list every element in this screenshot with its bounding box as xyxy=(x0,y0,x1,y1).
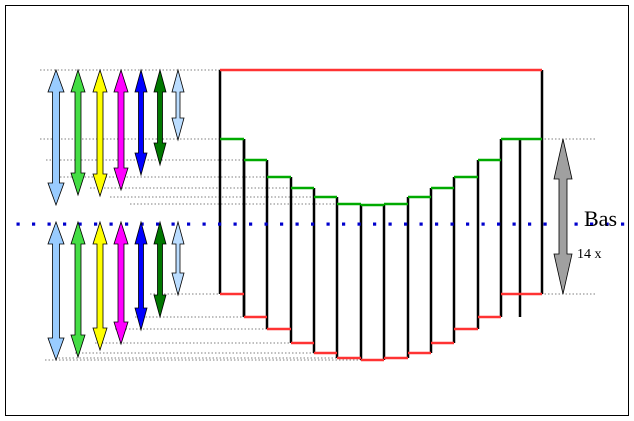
magenta-arrow-icon xyxy=(113,220,129,346)
yellow-arrow-icon xyxy=(92,68,108,198)
midline-dot xyxy=(373,222,377,226)
midline-dot xyxy=(202,222,206,226)
midline-dot xyxy=(435,222,439,226)
midline-dot xyxy=(187,222,191,226)
midline-dot xyxy=(342,222,346,226)
base-label: Bas xyxy=(584,206,617,231)
midline-dot xyxy=(63,222,67,226)
midline-dot xyxy=(16,222,20,226)
dark-green-arrow-icon xyxy=(153,68,167,167)
yellow-arrow-icon xyxy=(92,220,108,352)
midline-dot xyxy=(295,222,299,226)
midline-dot xyxy=(109,222,113,226)
blue-arrow-icon xyxy=(134,68,148,177)
midline-dot xyxy=(140,222,144,226)
arrow-group xyxy=(47,68,185,362)
light-blue-arrow-icon xyxy=(47,220,65,362)
midline-dot xyxy=(450,222,454,226)
midline-dot xyxy=(481,222,485,226)
midline-dot xyxy=(78,222,82,226)
midline-dot xyxy=(404,222,408,226)
midline-dot xyxy=(311,222,315,226)
green-arrow-icon xyxy=(70,220,86,359)
green-arrow-icon xyxy=(70,68,86,197)
count-label: 14 x xyxy=(577,247,602,262)
midline-dot xyxy=(280,222,284,226)
midline-dot xyxy=(590,222,594,226)
midline-dot xyxy=(419,222,423,226)
magenta-arrow-icon xyxy=(113,68,129,192)
midline-dot xyxy=(32,222,36,226)
pale-blue-arrow-icon xyxy=(171,68,185,142)
midline-dot xyxy=(605,222,609,226)
light-blue-arrow-icon xyxy=(47,68,65,207)
midline-dot xyxy=(497,222,501,226)
midline-dot xyxy=(125,222,129,226)
range-arrow-icon xyxy=(553,138,573,295)
midline-dot xyxy=(171,222,175,226)
dark-green-arrow-icon xyxy=(153,220,167,319)
midline-dot xyxy=(94,222,98,226)
midline-dot xyxy=(47,222,51,226)
midline-dot xyxy=(218,222,222,226)
blue-arrow-icon xyxy=(134,220,148,332)
midline-dot xyxy=(233,222,237,226)
midline-dot xyxy=(156,222,160,226)
midline-dot xyxy=(466,222,470,226)
midline-dot xyxy=(388,222,392,226)
pale-blue-arrow-icon xyxy=(171,220,185,297)
midline-dot xyxy=(249,222,253,226)
midline-dot xyxy=(264,222,268,226)
midline-dot xyxy=(326,222,330,226)
midline-dot xyxy=(512,222,516,226)
vessel-walls xyxy=(218,70,544,360)
midline-dot xyxy=(621,222,625,226)
diagram-frame xyxy=(5,5,629,416)
midline-dot xyxy=(357,222,361,226)
range-arrow xyxy=(553,138,573,295)
midline-dot xyxy=(543,222,547,226)
midline-dot xyxy=(574,222,578,226)
vessel-steps xyxy=(220,68,542,362)
midline-dot xyxy=(528,222,532,226)
